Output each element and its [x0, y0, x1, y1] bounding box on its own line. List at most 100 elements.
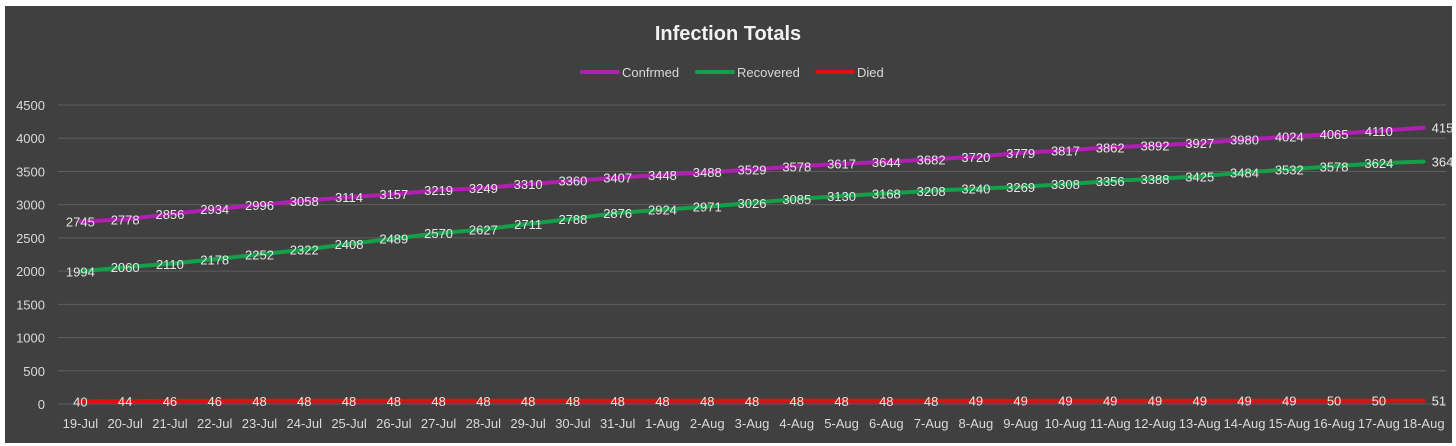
data-label-died: 48 [700, 394, 714, 409]
data-label-died: 46 [207, 394, 221, 409]
data-label-died: 49 [1193, 394, 1207, 409]
data-label-recovered: 3085 [782, 192, 811, 207]
data-label-confrmed: 3058 [290, 194, 319, 209]
x-tick-label: 10-Aug [1044, 416, 1086, 431]
data-label-died: 46 [163, 394, 177, 409]
x-tick-label: 4-Aug [779, 416, 814, 431]
data-label-died: 44 [118, 394, 132, 409]
data-label-confrmed: 3407 [603, 171, 632, 186]
data-label-recovered: 2788 [558, 212, 587, 227]
x-tick-label: 5-Aug [824, 416, 859, 431]
data-label-recovered: 3026 [738, 196, 767, 211]
y-tick-label: 3000 [16, 198, 45, 213]
x-tick-label: 30-Jul [555, 416, 591, 431]
chart-area[interactable]: Infection Totals Confrmed Recovered Died 0… [5, 6, 1452, 443]
data-label-recovered: 2971 [693, 200, 722, 215]
data-label-recovered: 3356 [1096, 174, 1125, 189]
data-label-recovered: 2060 [111, 260, 140, 275]
x-tick-label: 14-Aug [1224, 416, 1266, 431]
data-label-died: 49 [1148, 394, 1162, 409]
x-tick-label: 29-Jul [510, 416, 546, 431]
x-tick-label: 8-Aug [959, 416, 994, 431]
data-label-died: 48 [387, 394, 401, 409]
x-axis: 19-Jul 20-Jul 21-Jul 22-Jul 23-Jul 24-Jul 25-J… [63, 416, 1445, 431]
legend-label-recovered: Recovered [737, 65, 800, 80]
data-label-recovered: 3240 [961, 182, 990, 197]
data-label-recovered: 2711 [514, 217, 542, 232]
data-label-confrmed: 4024 [1275, 130, 1304, 145]
data-label-confrmed: 3578 [782, 159, 811, 174]
data-label-recovered: 2924 [648, 203, 677, 218]
series-line-died [78, 398, 1426, 404]
legend-label-died: Died [857, 65, 884, 80]
data-label-died: 48 [834, 394, 848, 409]
data-label-recovered: 3425 [1185, 169, 1214, 184]
data-label-confrmed: 3980 [1230, 133, 1259, 148]
data-label-died: 48 [476, 394, 490, 409]
data-label-died: 48 [924, 394, 938, 409]
x-tick-label: 15-Aug [1268, 416, 1310, 431]
data-label-confrmed: 2934 [200, 202, 229, 217]
data-label-died: 48 [610, 394, 624, 409]
data-label-confrmed: 3862 [1096, 140, 1125, 155]
data-label-confrmed: 3114 [335, 190, 363, 205]
data-label-died: 48 [879, 394, 893, 409]
data-label-recovered: 2252 [245, 247, 274, 262]
data-label-recovered: 3208 [917, 184, 946, 199]
data-label-recovered: 3648 [1432, 155, 1452, 170]
data-label-confrmed: 3817 [1051, 143, 1080, 158]
data-label-died: 48 [297, 394, 311, 409]
y-tick-label: 1000 [16, 331, 45, 346]
gridlines [58, 104, 1446, 405]
data-label-died: 48 [655, 394, 669, 409]
series-line-confrmed [78, 125, 1426, 224]
data-label-died: 49 [1103, 394, 1117, 409]
x-tick-label: 19-Jul [63, 416, 99, 431]
data-label-recovered: 3532 [1275, 162, 1304, 177]
data-label-confrmed: 3720 [961, 150, 990, 165]
data-label-died: 49 [1282, 394, 1296, 409]
data-labels: 2745 2778 2856 2934 2996 3058 3114 3157 3219 3249… [66, 121, 1452, 410]
data-label-recovered: 3269 [1006, 180, 1035, 195]
data-label-recovered: 3624 [1364, 156, 1393, 171]
y-tick-label: 0 [38, 397, 45, 412]
series-lines [78, 125, 1426, 404]
x-tick-label: 17-Aug [1358, 416, 1400, 431]
line-chart: Infection Totals Confrmed Recovered Died 0… [16, 23, 1452, 431]
data-label-confrmed: 3529 [738, 163, 767, 178]
x-tick-label: 7-Aug [914, 416, 949, 431]
x-tick-label: 2-Aug [690, 416, 725, 431]
data-label-confrmed: 2745 [66, 215, 95, 230]
x-tick-label: 22-Jul [197, 416, 233, 431]
data-label-recovered: 2178 [200, 252, 229, 267]
data-label-died: 49 [969, 394, 983, 409]
data-label-confrmed: 3779 [1006, 146, 1035, 161]
legend-label-confrmed: Confrmed [622, 65, 679, 80]
data-label-confrmed: 3219 [424, 183, 453, 198]
x-tick-label: 6-Aug [869, 416, 904, 431]
data-label-died: 40 [73, 394, 87, 409]
legend: Confrmed Recovered Died [580, 65, 884, 80]
data-label-died: 50 [1327, 394, 1341, 409]
x-tick-label: 13-Aug [1179, 416, 1221, 431]
data-label-confrmed: 3488 [693, 165, 722, 180]
data-label-died: 49 [1058, 394, 1072, 409]
data-label-died: 48 [745, 394, 759, 409]
chart-title: Infection Totals [655, 23, 801, 45]
x-tick-label: 12-Aug [1134, 416, 1176, 431]
x-tick-label: 20-Jul [107, 416, 143, 431]
data-label-confrmed: 3892 [1141, 138, 1170, 153]
data-label-confrmed: 3360 [558, 174, 587, 189]
data-label-died: 48 [252, 394, 266, 409]
x-tick-label: 18-Aug [1403, 416, 1445, 431]
data-label-confrmed: 3682 [917, 152, 946, 167]
data-label-died: 48 [342, 394, 356, 409]
data-label-recovered: 2408 [335, 237, 364, 252]
data-label-confrmed: 3927 [1185, 136, 1214, 151]
data-label-recovered: 3130 [827, 189, 856, 204]
data-label-recovered: 2876 [603, 206, 632, 221]
data-label-died: 49 [1013, 394, 1027, 409]
data-label-recovered: 3388 [1141, 172, 1170, 187]
x-tick-label: 3-Aug [735, 416, 770, 431]
data-label-recovered: 3484 [1230, 166, 1259, 181]
